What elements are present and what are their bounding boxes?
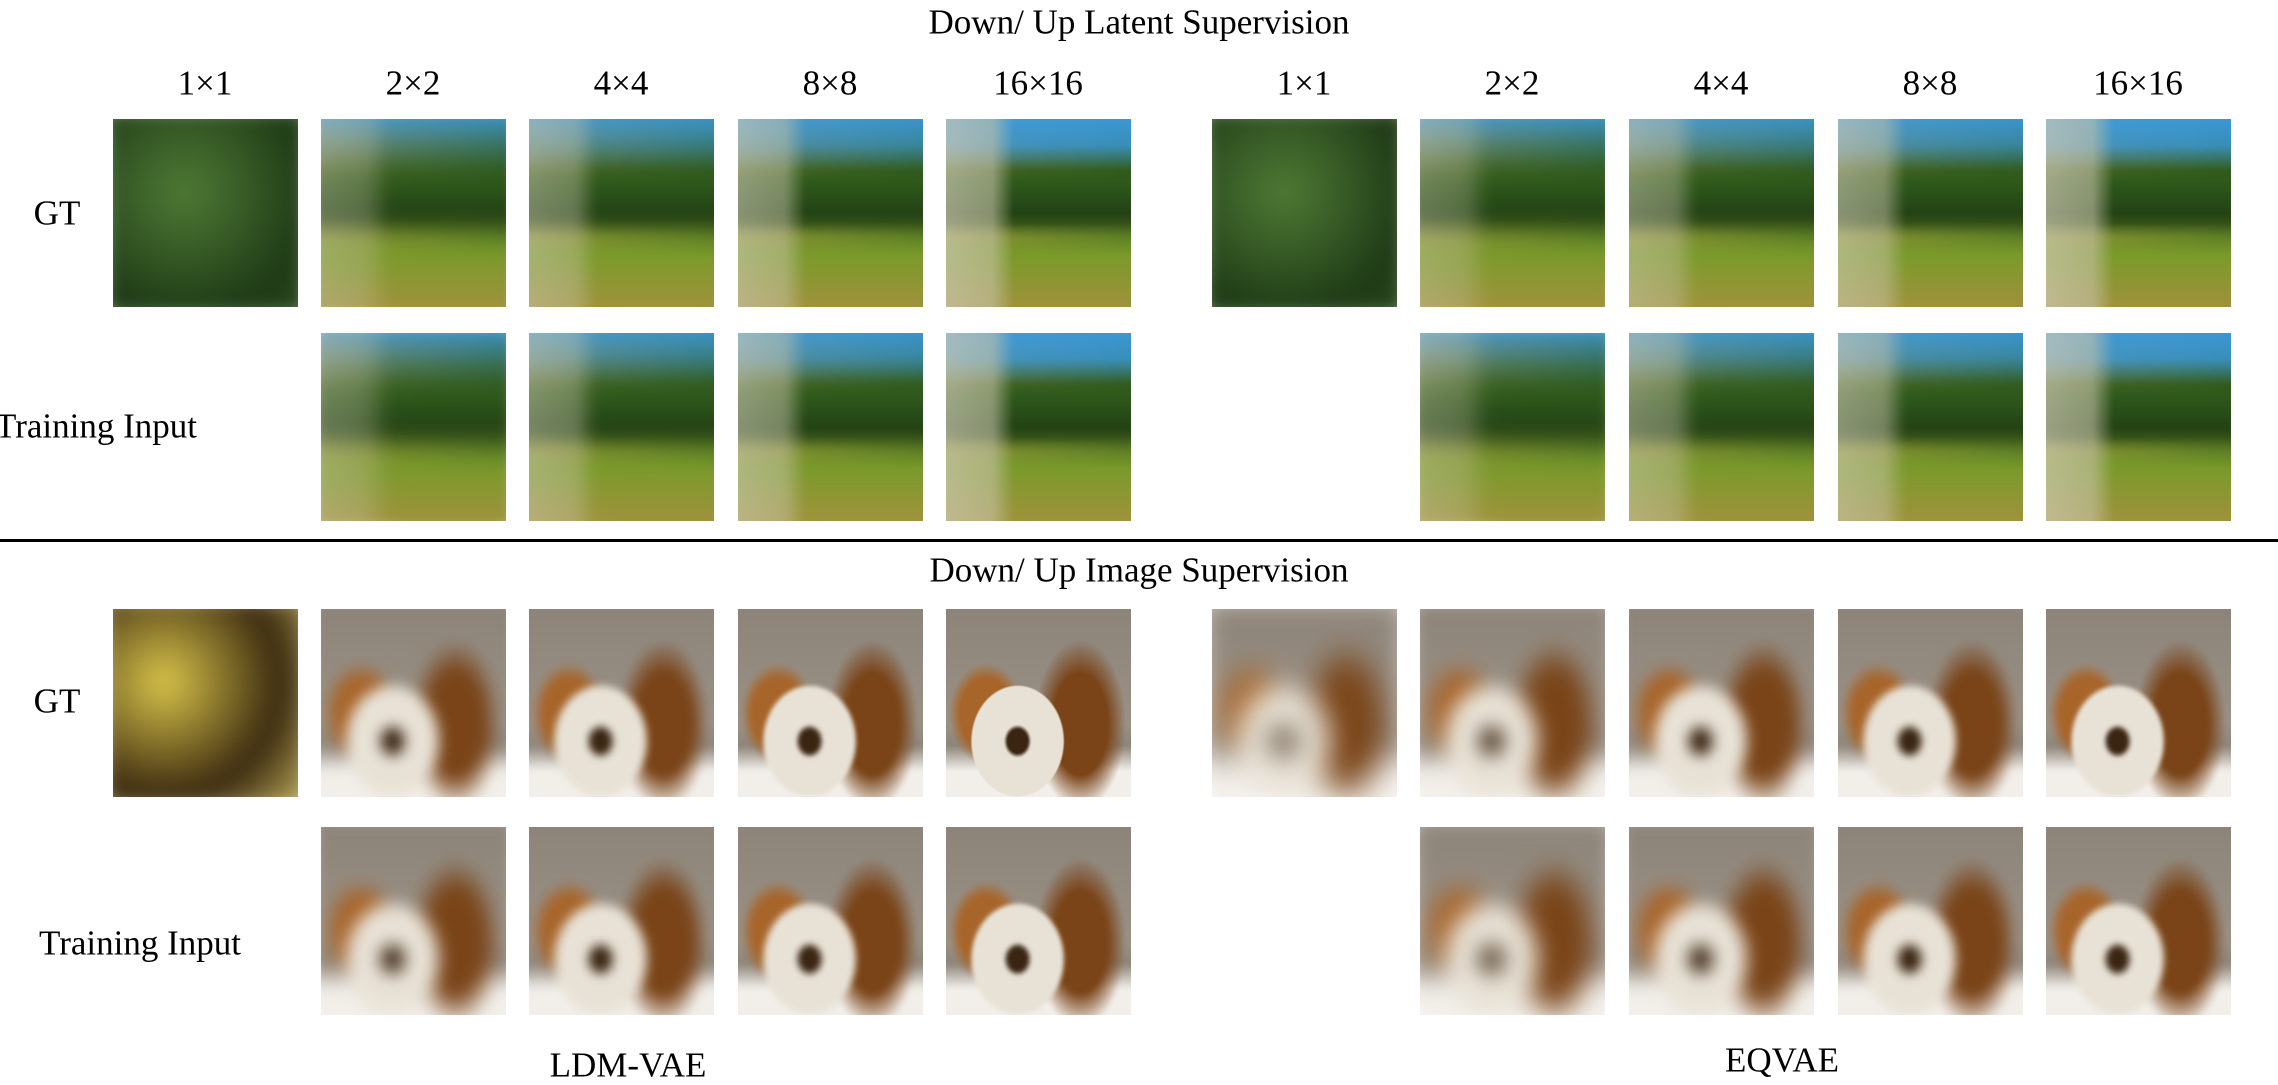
- image-content: [1212, 119, 1397, 307]
- forest-image-tile: [738, 333, 923, 521]
- forest-image-tile: [1212, 119, 1397, 307]
- method-label-ldm-vae: LDM-VAE: [549, 1045, 707, 1085]
- image-content: [1629, 827, 1814, 1015]
- kitten-image-tile: [321, 609, 506, 797]
- image-content: [113, 119, 298, 307]
- image-content: [1838, 333, 2023, 521]
- kitten-image-tile: [2046, 609, 2231, 797]
- forest-image-tile: [946, 333, 1131, 521]
- section-title-image: Down/ Up Image Supervision: [929, 550, 1349, 590]
- kitten-image-tile: [1420, 609, 1605, 797]
- image-content: [529, 827, 714, 1015]
- forest-image-tile: [529, 119, 714, 307]
- section-title-latent: Down/ Up Latent Supervision: [928, 2, 1350, 42]
- image-content: [946, 827, 1131, 1015]
- image-content: [1838, 609, 2023, 797]
- kitten-image-tile: [321, 827, 506, 1015]
- image-content: [1212, 609, 1397, 797]
- kitten-image-tile: [1420, 827, 1605, 1015]
- forest-image-tile: [1420, 119, 1605, 307]
- kitten-image-tile: [529, 609, 714, 797]
- image-content: [1838, 827, 2023, 1015]
- forest-image-tile: [1629, 119, 1814, 307]
- image-content: [946, 609, 1131, 797]
- image-content: [2046, 333, 2231, 521]
- forest-image-tile: [1420, 333, 1605, 521]
- image-content: [1838, 119, 2023, 307]
- image-content: [1629, 333, 1814, 521]
- method-label-eqvae: EQVAE: [1724, 1040, 1840, 1080]
- column-label: 4×4: [593, 63, 649, 103]
- forest-image-tile: [2046, 119, 2231, 307]
- image-content: [1629, 609, 1814, 797]
- kitten-image-tile: [113, 609, 298, 797]
- kitten-image-tile: [946, 827, 1131, 1015]
- image-content: [2046, 609, 2231, 797]
- kitten-image-tile: [738, 609, 923, 797]
- column-label: 1×1: [177, 63, 233, 103]
- image-content: [529, 609, 714, 797]
- kitten-image-tile: [1838, 827, 2023, 1015]
- forest-image-tile: [946, 119, 1131, 307]
- kitten-image-tile: [1629, 827, 1814, 1015]
- image-content: [529, 333, 714, 521]
- image-content: [946, 119, 1131, 307]
- row-label-gt-image: GT: [33, 681, 81, 721]
- image-content: [529, 119, 714, 307]
- image-content: [2046, 827, 2231, 1015]
- forest-image-tile: [1629, 333, 1814, 521]
- image-content: [738, 609, 923, 797]
- image-content: [2046, 119, 2231, 307]
- forest-image-tile: [529, 333, 714, 521]
- image-content: [738, 333, 923, 521]
- image-content: [321, 827, 506, 1015]
- kitten-image-tile: [2046, 827, 2231, 1015]
- row-label-gt-latent: GT: [33, 193, 81, 233]
- column-label: 1×1: [1276, 63, 1332, 103]
- column-label: 4×4: [1693, 63, 1749, 103]
- kitten-image-tile: [1838, 609, 2023, 797]
- section-divider: [0, 539, 2278, 542]
- image-content: [1420, 609, 1605, 797]
- forest-image-tile: [113, 119, 298, 307]
- forest-image-tile: [321, 119, 506, 307]
- column-label: 16×16: [2093, 63, 2183, 103]
- image-content: [321, 333, 506, 521]
- forest-image-tile: [2046, 333, 2231, 521]
- forest-image-tile: [1838, 333, 2023, 521]
- kitten-image-tile: [529, 827, 714, 1015]
- image-content: [738, 827, 923, 1015]
- image-content: [738, 119, 923, 307]
- image-content: [113, 609, 298, 797]
- forest-image-tile: [321, 333, 506, 521]
- kitten-image-tile: [738, 827, 923, 1015]
- forest-image-tile: [1838, 119, 2023, 307]
- image-content: [1420, 333, 1605, 521]
- image-content: [321, 609, 506, 797]
- column-label: 8×8: [802, 63, 858, 103]
- column-label: 8×8: [1902, 63, 1958, 103]
- column-label: 2×2: [1484, 63, 1540, 103]
- row-label-training-image: Training Input: [39, 923, 241, 963]
- kitten-image-tile: [1629, 609, 1814, 797]
- kitten-image-tile: [1212, 609, 1397, 797]
- image-content: [321, 119, 506, 307]
- row-label-training-latent: Training Input: [0, 406, 197, 446]
- forest-image-tile: [738, 119, 923, 307]
- column-label: 16×16: [993, 63, 1083, 103]
- image-content: [946, 333, 1131, 521]
- image-content: [1629, 119, 1814, 307]
- column-label: 2×2: [385, 63, 441, 103]
- image-content: [1420, 827, 1605, 1015]
- image-content: [1420, 119, 1605, 307]
- kitten-image-tile: [946, 609, 1131, 797]
